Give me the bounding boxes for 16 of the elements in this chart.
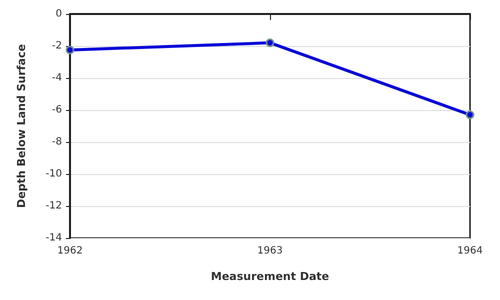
- point: [266, 38, 274, 48]
- y-tick-label: -2: [52, 40, 62, 52]
- x-axis-title: Measurement Date: [210, 270, 330, 283]
- point: [66, 46, 74, 54]
- point: [466, 110, 474, 120]
- x-tick-label: 1962: [57, 246, 83, 256]
- x-tick-label: 1963: [257, 246, 283, 256]
- y-axis-title: Depth Below Land Surface: [15, 44, 28, 208]
- y-tick-label: -10: [46, 168, 62, 180]
- y-tick-label: -4: [52, 72, 62, 84]
- y-tick-label: 0: [56, 8, 62, 20]
- y-tick-label: -14: [46, 232, 62, 244]
- y-tick-label: -8: [52, 136, 62, 148]
- y-tick-label: -6: [52, 104, 62, 116]
- y-tick-label: -12: [46, 200, 62, 212]
- x-tick-label: 1964: [457, 246, 483, 256]
